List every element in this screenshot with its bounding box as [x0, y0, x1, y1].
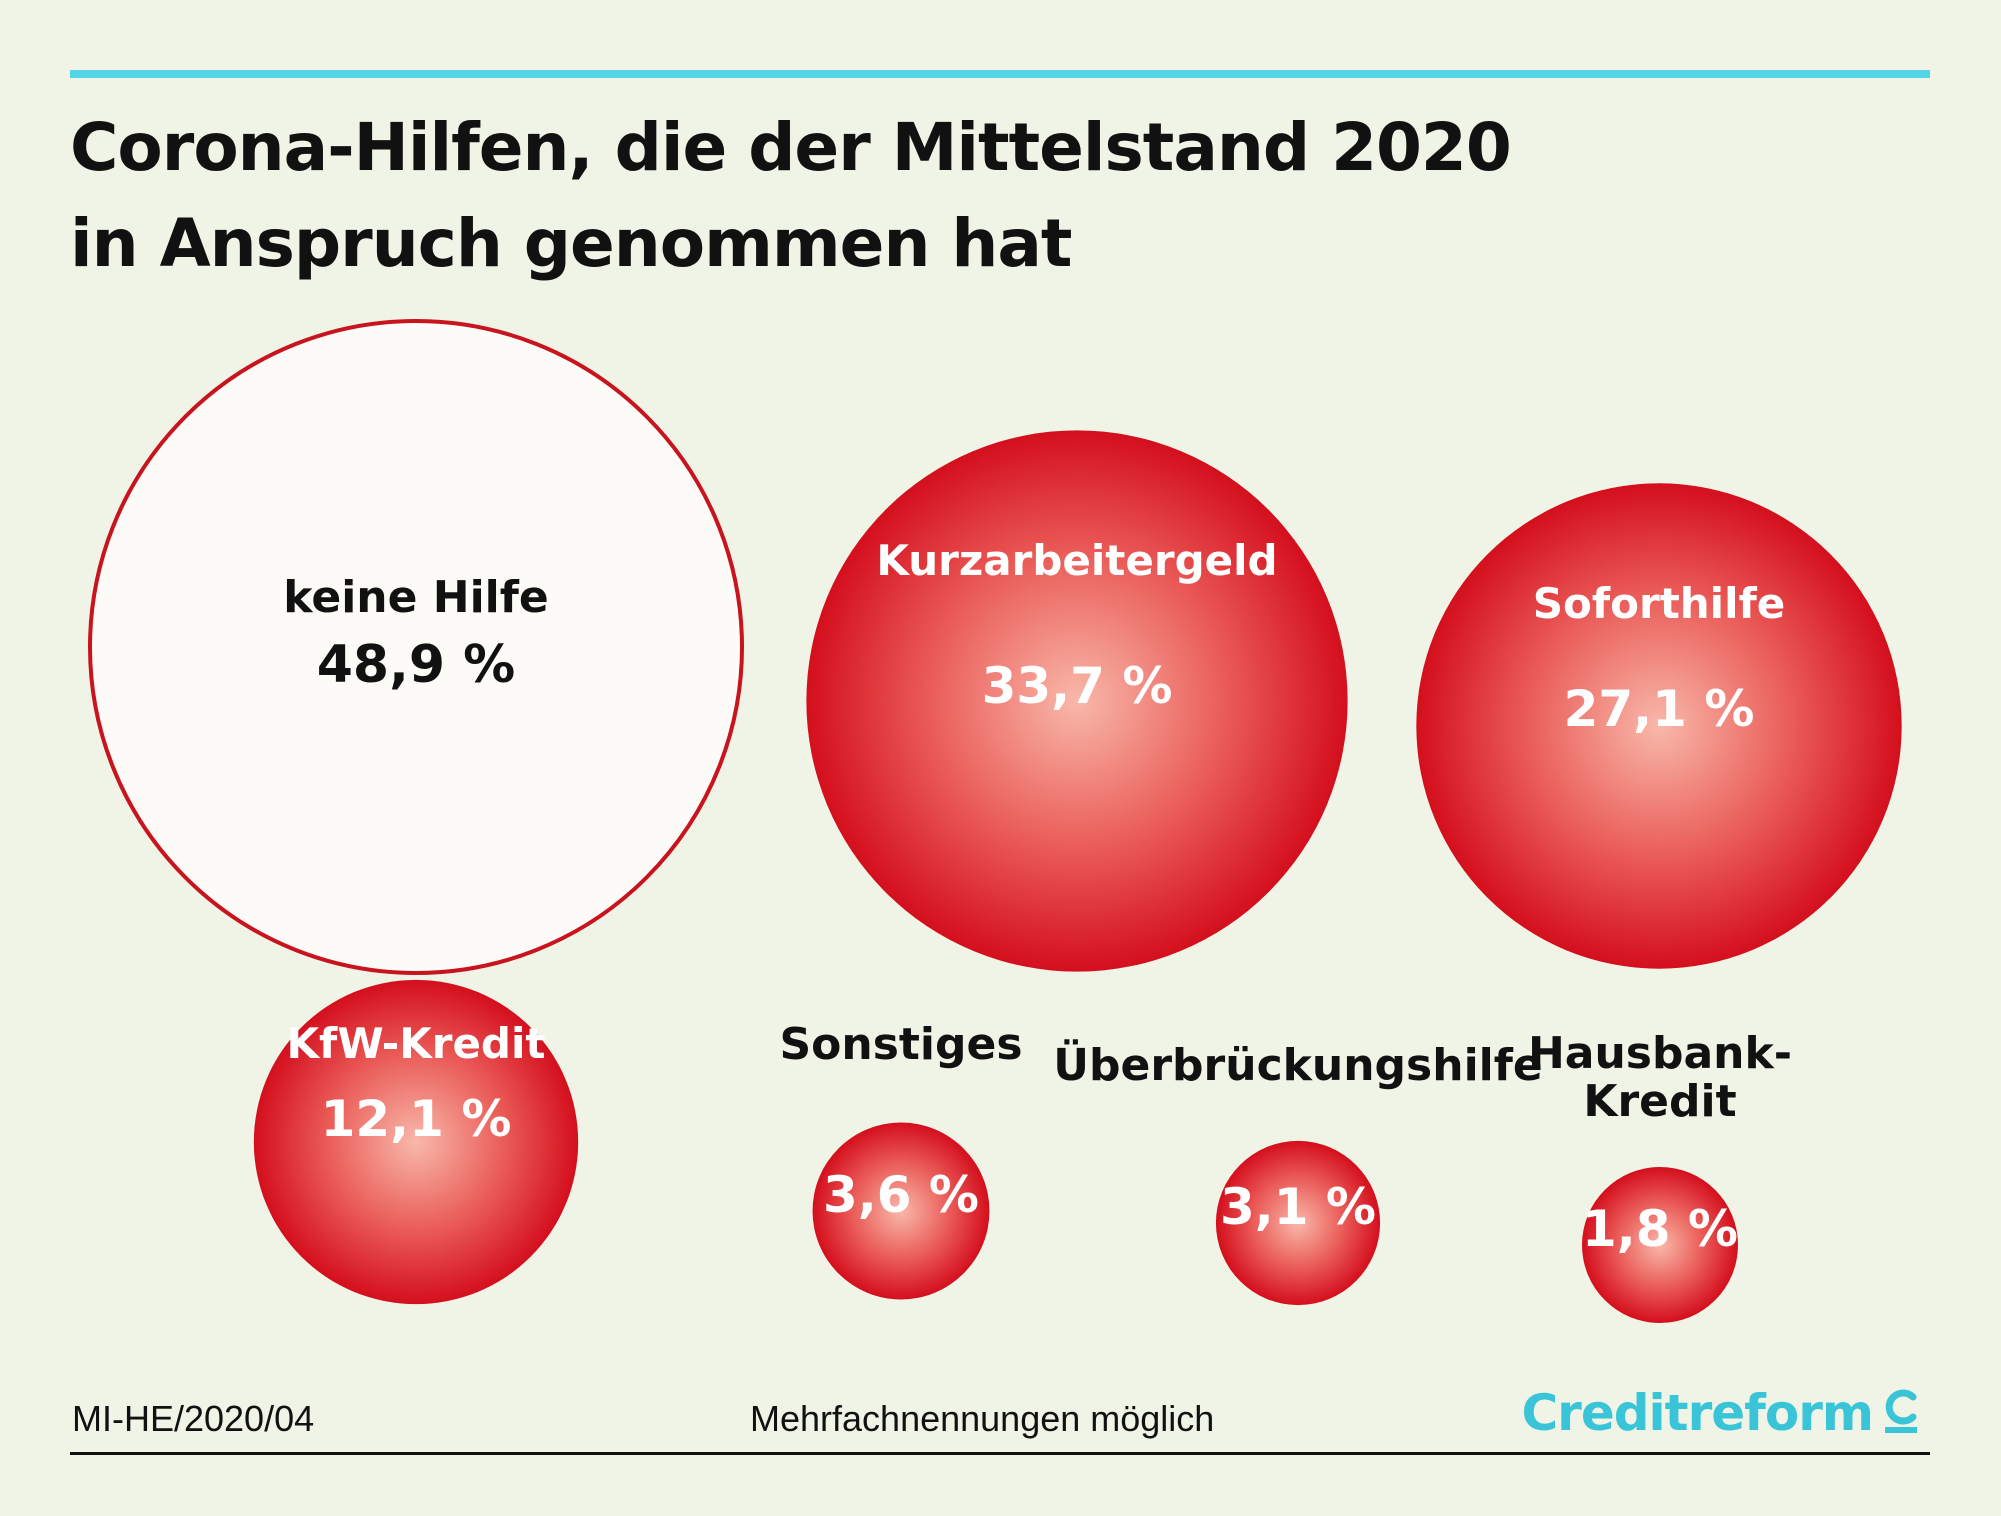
bubble-label-soforthilfe: Soforthilfe — [1533, 579, 1785, 628]
footer-rule — [70, 1452, 1930, 1455]
chart-title: Corona-Hilfen, die der Mittelstand 2020 … — [70, 100, 1670, 292]
bubble-value-kurzarbeitergeld: 33,7 % — [982, 657, 1173, 715]
creditreform-logo: Creditreform — [1521, 1383, 1921, 1443]
chart-title-line-1: Corona-Hilfen, die der Mittelstand 2020 — [70, 109, 1512, 186]
bubble-label-hausbank-kredit: Kredit — [1583, 1076, 1736, 1127]
bubble-value-sonstiges: 3,6 % — [823, 1166, 979, 1224]
bubble-label-kurzarbeitergeld: Kurzarbeitergeld — [876, 536, 1277, 585]
bubble-label-keine-hilfe: keine Hilfe — [283, 572, 548, 623]
bubble-label-kfw-kredit: KfW-Kredit — [287, 1019, 546, 1068]
bubble-label-ueberbrueckungshilfe: Überbrückungshilfe — [1053, 1038, 1542, 1091]
top-accent-rule — [70, 70, 1930, 78]
bubble-keine-hilfe — [88, 319, 744, 975]
footer-note: Mehrfachnennungen möglich — [750, 1398, 1215, 1439]
brand-name: Creditreform — [1521, 1384, 1874, 1442]
bubble-kurzarbeitergeld — [806, 430, 1348, 972]
bubble-value-soforthilfe: 27,1 % — [1564, 680, 1755, 738]
bubble-soforthilfe — [1416, 483, 1902, 969]
bubble-hausbank-kredit — [1582, 1167, 1738, 1323]
bubble-sonstiges — [812, 1122, 990, 1300]
bubble-ueberbrueckungshilfe — [1215, 1140, 1381, 1306]
bubble-value-hausbank-kredit: 1,8 % — [1582, 1200, 1738, 1258]
footer-code: MI-HE/2020/04 — [72, 1398, 315, 1439]
bubble-label-sonstiges: Sonstiges — [779, 1019, 1022, 1070]
chart-title-line-2: in Anspruch genommen hat — [70, 205, 1072, 282]
bubble-value-keine-hilfe: 48,9 % — [317, 635, 516, 695]
bubble-value-kfw-kredit: 12,1 % — [321, 1090, 512, 1148]
creditreform-c-icon — [1885, 1389, 1917, 1433]
bubble-label-hausbank-kredit: Hausbank- — [1528, 1028, 1792, 1079]
bubble-value-ueberbrueckungshilfe: 3,1 % — [1220, 1178, 1376, 1236]
bubble-kfw-kredit — [253, 979, 579, 1305]
